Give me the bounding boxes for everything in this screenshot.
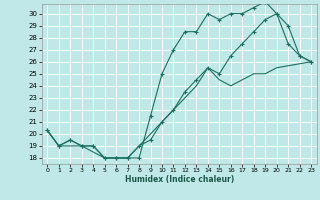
X-axis label: Humidex (Indice chaleur): Humidex (Indice chaleur)	[124, 175, 234, 184]
